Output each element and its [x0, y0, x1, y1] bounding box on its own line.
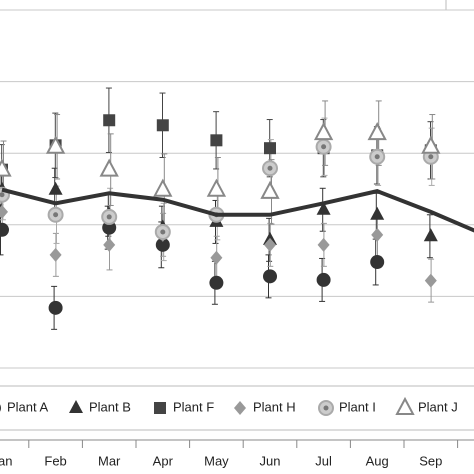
marker	[153, 178, 173, 197]
marker	[45, 135, 66, 154]
marker	[367, 122, 387, 141]
x-tick-label: Aug	[366, 453, 389, 468]
marker	[209, 275, 224, 290]
marker	[210, 250, 223, 265]
x-tick-label: Sep	[419, 453, 442, 468]
marker	[0, 204, 8, 219]
marker-dot	[323, 405, 329, 411]
marker	[69, 400, 83, 413]
marker	[264, 142, 276, 155]
marker	[49, 247, 62, 262]
legend-label: Plant B	[89, 399, 131, 414]
marker	[395, 396, 415, 415]
legend-label: Plant A	[7, 399, 49, 414]
marker-dot	[0, 192, 5, 198]
legend-label: Plant I	[339, 399, 376, 414]
legend-label: Plant F	[173, 399, 214, 414]
marker-dot	[53, 212, 59, 218]
marker	[0, 222, 9, 237]
x-tick-label: Mar	[98, 453, 121, 468]
marker	[264, 237, 276, 252]
marker	[234, 401, 246, 415]
x-tick-label: Jun	[260, 453, 281, 468]
marker-dot	[160, 229, 166, 235]
marker	[421, 135, 441, 154]
marker-dot	[374, 154, 380, 160]
marker	[156, 119, 169, 132]
marker	[48, 181, 63, 195]
marker	[210, 134, 223, 147]
marker-dot	[267, 165, 273, 171]
marker	[423, 228, 438, 242]
trend-line	[1, 187, 474, 233]
x-tick-label: Jul	[315, 453, 332, 468]
marker	[260, 180, 280, 199]
marker	[103, 114, 116, 127]
marker-dot	[106, 214, 112, 220]
x-tick-label: Jan	[0, 453, 12, 468]
marker	[370, 255, 385, 270]
marker	[370, 206, 385, 220]
legend-box	[0, 385, 474, 431]
x-tick-label: Feb	[44, 453, 66, 468]
marker	[103, 237, 116, 252]
marker	[154, 402, 166, 414]
marker	[0, 158, 12, 177]
legend-label: Plant J	[418, 399, 458, 414]
marker	[313, 122, 334, 141]
marker-dot	[428, 154, 434, 160]
x-tick-label: Apr	[153, 453, 174, 468]
marker	[263, 269, 277, 284]
marker-dot	[321, 144, 327, 150]
marker	[155, 237, 170, 252]
marker	[317, 237, 330, 252]
marker	[424, 273, 437, 288]
marker	[102, 220, 117, 235]
legend-label: Plant H	[253, 399, 296, 414]
marker	[316, 272, 331, 287]
marker	[316, 201, 331, 215]
marker	[0, 404, 1, 412]
marker	[48, 300, 63, 315]
marker	[206, 178, 227, 197]
marker	[99, 158, 119, 177]
marker	[371, 227, 384, 242]
x-tick-label: May	[204, 453, 229, 468]
